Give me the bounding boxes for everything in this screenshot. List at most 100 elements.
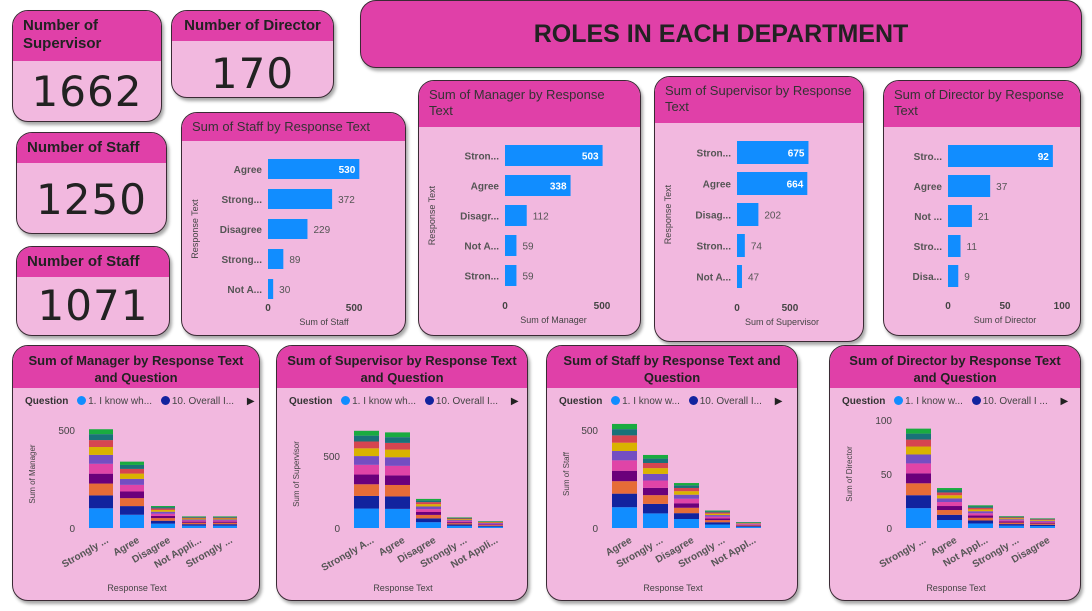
bar — [505, 175, 571, 196]
stack-segment — [643, 473, 668, 481]
legend[interactable]: Question 1. I know wh... 10. Overall I..… — [25, 396, 255, 407]
stack-segment — [937, 506, 962, 511]
legend-next-icon[interactable]: ▶ — [510, 396, 519, 407]
stack-segment — [416, 522, 441, 528]
stack-segment — [385, 437, 410, 443]
stack-segment — [612, 450, 637, 461]
stack-segment — [1030, 519, 1055, 521]
stack-segment — [151, 511, 175, 514]
legend-item[interactable]: 10. Overall I... — [435, 396, 499, 407]
bar — [505, 265, 517, 286]
stack-segment — [968, 523, 993, 528]
data-label: 74 — [751, 242, 763, 253]
legend[interactable]: Question 1. I know wh... 10. Overall I..… — [289, 396, 519, 407]
chart-card-supervisor-question[interactable]: Sum of Supervisor by Response Text and Q… — [276, 345, 528, 601]
legend-title: Question — [289, 396, 333, 407]
stack-segment — [999, 521, 1024, 523]
category-label: Strong... — [221, 195, 262, 206]
stack-segment — [643, 454, 668, 459]
kpi-value: 170 — [210, 49, 295, 98]
stack-segment — [182, 525, 206, 528]
legend-next-icon[interactable]: ▶ — [774, 396, 783, 407]
stack-segment — [182, 516, 206, 518]
stack-segment — [674, 513, 699, 520]
chart-title: Sum of Manager by Response Text — [419, 81, 640, 127]
tick-label: 0 — [945, 301, 951, 312]
stack-segment — [736, 523, 761, 525]
data-label: 11 — [967, 242, 978, 253]
stack-segment — [968, 511, 993, 514]
stack-segment — [213, 518, 237, 520]
stack-segment — [612, 423, 637, 430]
category-label: Disagree — [220, 225, 263, 236]
chart-card-supervisor[interactable]: Sum of Supervisor by Response Text Stron… — [654, 76, 864, 342]
stack-segment — [906, 495, 931, 509]
category-label: Strongly ... — [60, 535, 110, 570]
legend-title: Question — [25, 396, 69, 407]
chart-card-manager[interactable]: Sum of Manager by Response Text Stron...… — [418, 80, 641, 336]
legend-item[interactable]: 1. I know wh... — [352, 396, 417, 407]
stack-segment — [937, 488, 962, 491]
legend-title: Question — [559, 396, 603, 407]
chart-card-staff-question[interactable]: Sum of Staff by Response Text and Questi… — [546, 345, 798, 601]
stack-segment — [120, 473, 144, 479]
legend-item[interactable]: 10. Overall I... — [699, 396, 762, 407]
chart-card-manager-question[interactable]: Sum of Manager by Response Text and Ques… — [12, 345, 260, 601]
bar-chart-director: Stro... 92 Agree 37 Not ... 21 Stro... 11 Disa..… — [913, 145, 1071, 325]
category-label: Stro... — [914, 152, 943, 163]
stack-segment — [705, 511, 730, 513]
stack-segment — [736, 526, 761, 527]
legend-item[interactable]: 10. Overall I ... — [982, 396, 1048, 407]
data-label: 229 — [313, 225, 330, 236]
chart-card-staff[interactable]: Sum of Staff by Response Text Agree 530 St… — [181, 112, 406, 336]
stack-segment — [478, 524, 503, 525]
stack-segment — [968, 515, 993, 518]
data-label: 112 — [533, 212, 549, 223]
axis-title-x: Sum of Supervisor — [745, 317, 819, 327]
stack-segment — [151, 520, 175, 524]
chart-card-director[interactable]: Sum of Director by Response Text Stro...… — [883, 80, 1081, 336]
data-label: 664 — [787, 180, 804, 191]
bar — [268, 189, 333, 209]
stack-segment — [968, 517, 993, 521]
stack-segment — [478, 521, 503, 523]
data-label: 202 — [764, 211, 781, 222]
stack-segment — [478, 525, 503, 527]
stack-segment — [354, 441, 379, 449]
kpi-card-staff[interactable]: Number of Staff 1250 — [16, 132, 167, 234]
legend-next-icon[interactable]: ▶ — [246, 396, 255, 407]
stack-segment — [999, 518, 1024, 520]
legend-item[interactable]: 1. I know w... — [622, 396, 680, 407]
stack-segment — [354, 456, 379, 465]
kpi-card-director[interactable]: Number of Director 170 — [171, 10, 334, 98]
kpi-label: Number of Staff — [17, 133, 166, 163]
data-label: 92 — [1038, 152, 1050, 163]
tick-label: 0 — [69, 524, 75, 535]
chart-title: Sum of Supervisor by Response Text and Q… — [277, 346, 527, 388]
legend-item[interactable]: 10. Overall I... — [171, 396, 235, 407]
kpi-card-staff-2[interactable]: Number of Staff 1071 — [16, 246, 170, 336]
kpi-card-supervisor[interactable]: Number of Supervisor 1662 — [12, 10, 162, 122]
tick-label: 100 — [1054, 301, 1071, 312]
legend-item[interactable]: 1. I know wh... — [88, 396, 153, 407]
legend-item[interactable]: 1. I know w... — [905, 396, 963, 407]
category-label: Stron... — [465, 272, 500, 283]
stack-segment — [354, 435, 379, 442]
chart-title: Sum of Staff by Response Text — [182, 113, 405, 141]
chart-card-director-question[interactable]: Sum of Director by Response Text and Que… — [829, 345, 1081, 601]
stack-segment — [447, 523, 472, 525]
axis-title-x: Sum of Director — [974, 315, 1037, 325]
stack-segment — [999, 525, 1024, 528]
stack-segment — [643, 480, 668, 488]
legend-next-icon[interactable]: ▶ — [1060, 396, 1069, 407]
legend[interactable]: Question 1. I know w... 10. Overall I ..… — [842, 396, 1068, 407]
stack-segment — [89, 483, 113, 496]
stack-segment — [385, 484, 410, 497]
axis-title-y: Response Text — [663, 184, 673, 244]
data-label: 675 — [788, 149, 805, 160]
data-label: 372 — [338, 195, 355, 206]
legend-dot — [971, 396, 981, 405]
stack-segment — [736, 524, 761, 526]
legend[interactable]: Question 1. I know w... 10. Overall I...… — [559, 396, 782, 407]
category-label: Not ... — [914, 212, 942, 223]
